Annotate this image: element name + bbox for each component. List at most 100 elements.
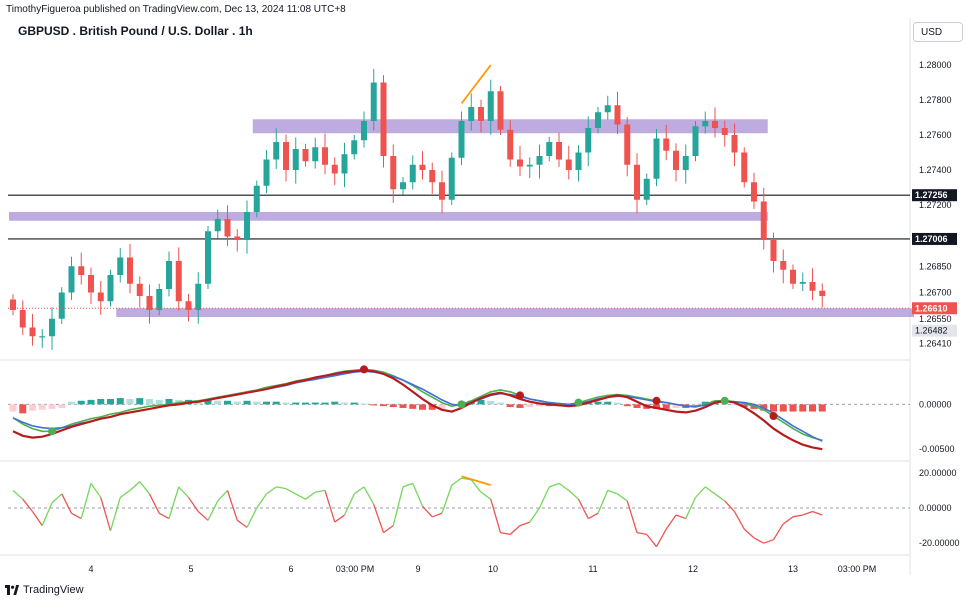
osc-line-segment [31, 511, 43, 526]
macd-histogram-bar [155, 399, 163, 405]
macd-tick-label: 0.00000 [919, 399, 952, 409]
macd-cross-marker [48, 427, 56, 436]
candle-body [448, 157, 455, 200]
candle-body [146, 296, 153, 310]
osc-line-segment [100, 497, 112, 532]
time-tick-label: 13 [788, 564, 798, 574]
osc-line-segment [246, 507, 258, 528]
price-tick-label: 1.27400 [919, 165, 952, 175]
macd-histogram-bar [370, 404, 378, 406]
candle-body [409, 164, 416, 183]
osc-line-segment [432, 512, 443, 518]
candle-body [351, 140, 358, 155]
candle-body [156, 289, 163, 310]
macd-cross-marker [516, 391, 524, 400]
candle-body [429, 170, 436, 183]
macd-cross-marker [360, 365, 368, 374]
candle-body [799, 282, 806, 284]
osc-line-segment [772, 523, 784, 541]
candle-body [439, 182, 445, 200]
candle-body [166, 261, 172, 289]
candle-body [244, 212, 250, 240]
osc-line-segment [782, 516, 794, 525]
last-price-label: 1.26610 [915, 303, 948, 313]
candle-body [653, 138, 660, 179]
macd-histogram-bar [438, 404, 446, 409]
candle-body [595, 112, 601, 128]
macd-histogram-bar [818, 404, 826, 412]
osc-line-segment [802, 510, 813, 516]
candle-body [400, 182, 406, 190]
macd-histogram-bar [409, 404, 417, 409]
currency-selector[interactable]: USD [913, 22, 963, 42]
macd-cross-marker [457, 400, 466, 409]
price-tick-label: 1.26700 [919, 288, 952, 298]
macd-histogram-bar [731, 404, 738, 406]
candle-body [185, 301, 192, 310]
macd-histogram-bar [136, 398, 144, 405]
osc-line-segment [451, 477, 462, 486]
osc-line-segment [743, 528, 755, 539]
price-tick-label: 1.26410 [919, 338, 952, 348]
macd-histogram-bar [224, 400, 231, 405]
osc-line-segment [383, 525, 394, 534]
osc-line-segment [470, 479, 482, 493]
macd-cross-marker [574, 398, 583, 407]
osc-line-segment [558, 482, 570, 491]
price-tick-label: 1.27600 [919, 130, 952, 140]
candle-body [234, 236, 241, 240]
time-tick-label: 03:00 PM [336, 564, 375, 574]
macd-histogram-bar [623, 404, 631, 407]
candle-body [214, 219, 221, 232]
macd-histogram-bar [740, 404, 748, 408]
candle-body [546, 142, 553, 156]
macd-histogram-bar [58, 404, 66, 408]
candle-body [585, 128, 592, 153]
divergence-trendline [460, 64, 492, 105]
osc-line-segment [695, 486, 706, 498]
candle-body [341, 154, 348, 174]
osc-line-segment [12, 489, 24, 500]
osc-line-segment [714, 493, 726, 502]
macd-histogram-bar [87, 399, 95, 405]
time-tick-label: 10 [488, 564, 498, 574]
osc-line-segment [636, 532, 647, 536]
macd-histogram-bar [614, 402, 621, 405]
price-tick-label: 1.26850 [919, 261, 952, 271]
macd-histogram-bar [253, 401, 261, 405]
osc-line-segment [343, 493, 355, 516]
osc-tick-label: -20.00000 [919, 538, 960, 548]
osc-line-segment [71, 512, 82, 520]
candle-body [741, 152, 748, 183]
osc-line-segment [577, 498, 589, 519]
candle-body [390, 156, 397, 190]
candle-body [507, 129, 514, 160]
osc-tick-label: 20.00000 [919, 468, 957, 478]
macd-cross-marker [652, 396, 661, 405]
candle-body [770, 240, 777, 261]
macd-histogram-bar [263, 401, 270, 405]
macd-histogram-bar [419, 404, 426, 410]
macd-histogram-bar [146, 398, 153, 405]
candle-body [624, 124, 631, 165]
osc-line-segment [480, 491, 492, 500]
candle-body [312, 147, 319, 162]
osc-line-segment [217, 489, 228, 502]
candle-body [692, 126, 699, 156]
osc-line-segment [363, 486, 375, 505]
candle-body [273, 142, 280, 160]
candle-body [331, 164, 338, 174]
candle-body [117, 257, 124, 275]
macd-histogram-bar [604, 401, 612, 405]
osc-line-segment [568, 489, 579, 500]
macd-histogram-bar [428, 404, 436, 410]
osc-line-segment [597, 490, 609, 514]
osc-line-segment [422, 505, 433, 518]
osc-line-segment [236, 519, 248, 528]
osc-line-segment [285, 488, 297, 495]
candle-body [497, 91, 504, 130]
tradingview-brand[interactable]: TradingView [5, 584, 84, 596]
price-label-box [912, 189, 957, 202]
